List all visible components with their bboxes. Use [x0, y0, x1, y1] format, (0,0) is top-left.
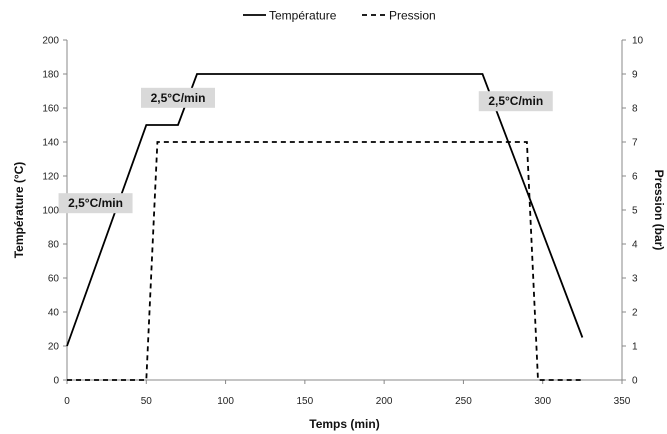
y2-tick-label: 8 [632, 104, 638, 115]
y2-tick-label: 5 [632, 206, 638, 217]
y2-tick-label: 6 [632, 172, 638, 183]
annotation-label: 2,5°C/min [68, 196, 123, 210]
y-tick-label: 200 [42, 36, 59, 47]
annotation-0: 2,5°C/min [58, 193, 133, 214]
y2-tick-label: 10 [632, 36, 644, 47]
y2-tick-label: 3 [632, 274, 638, 285]
x-tick-label: 300 [534, 396, 551, 407]
y-tick-label: 0 [53, 376, 59, 387]
series-line-pression [67, 141, 583, 381]
annotation-label: 2,5°C/min [151, 91, 206, 105]
axes: 0204060801001201401601802000123456789100… [42, 36, 643, 408]
y2-tick-label: 2 [632, 308, 638, 319]
annotations: 2,5°C/min 2,5°C/min 2,5°C/min [58, 87, 553, 214]
series-line-temperature [66, 73, 584, 347]
annotation-box [478, 91, 553, 112]
y-tick-label: 160 [42, 104, 59, 115]
x-tick-label: 0 [64, 396, 70, 407]
y2-axis-title: Pression (bar) [652, 170, 666, 251]
annotation-1: 2,5°C/min [141, 87, 215, 108]
x-axis-title: Temps (min) [309, 417, 379, 431]
annotation-label: 2,5°C/min [488, 94, 543, 108]
y-axis-title: Température (°C) [12, 162, 26, 259]
y2-tick-label: 7 [632, 138, 638, 149]
y-tick-label: 140 [42, 138, 59, 149]
x-tick-label: 250 [455, 396, 472, 407]
legend-label-temperature: Température [269, 9, 337, 23]
series-layer [66, 73, 584, 381]
y-tick-label: 80 [48, 240, 60, 251]
x-tick-label: 200 [376, 396, 393, 407]
y2-tick-label: 0 [632, 376, 638, 387]
y2-tick-label: 4 [632, 240, 638, 251]
y-tick-label: 20 [48, 342, 60, 353]
y-tick-label: 100 [42, 206, 59, 217]
annotation-box [141, 87, 215, 108]
y-tick-label: 60 [48, 274, 60, 285]
x-tick-label: 350 [614, 396, 631, 407]
annotation-2: 2,5°C/min [478, 91, 553, 112]
y-tick-label: 180 [42, 70, 59, 81]
y2-tick-label: 1 [632, 342, 638, 353]
y-tick-label: 40 [48, 308, 60, 319]
y2-tick-label: 9 [632, 70, 638, 81]
legend-label-pression: Pression [389, 9, 436, 23]
annotation-box [58, 193, 133, 214]
x-tick-label: 100 [217, 396, 234, 407]
x-tick-label: 150 [297, 396, 314, 407]
x-tick-label: 50 [141, 396, 153, 407]
legend: Température Pression [243, 9, 436, 23]
y-tick-label: 120 [42, 172, 59, 183]
